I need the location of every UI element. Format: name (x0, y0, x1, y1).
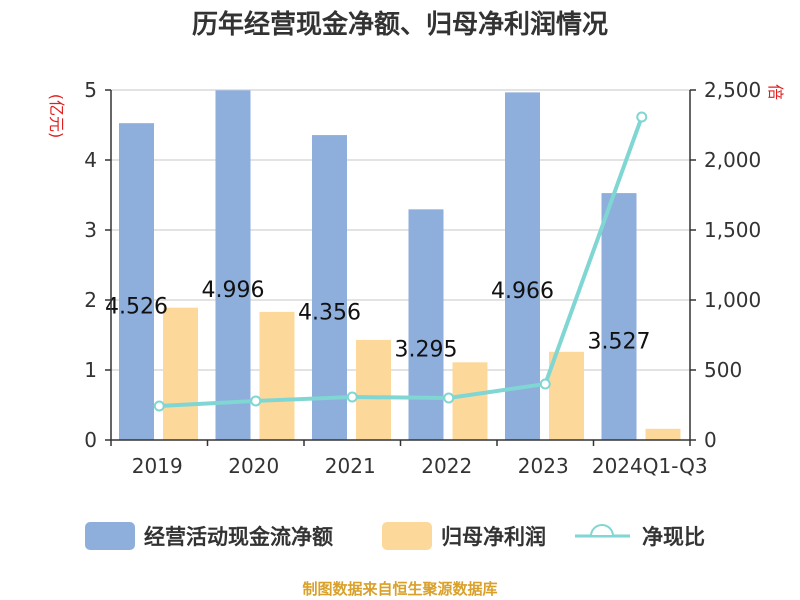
data-label: 4.526 (105, 295, 168, 320)
svg-text:倍: 倍 (766, 84, 785, 100)
right-tick-label: 2,000 (704, 148, 761, 172)
bar-series (119, 90, 681, 441)
line-marker (636, 111, 648, 123)
bar-net-profit (549, 351, 584, 440)
right-tick-label: 500 (704, 358, 742, 382)
legend-item-operating-cashflow[interactable]: 经营活动现金流净额 (85, 522, 333, 550)
bar-operating-cashflow (215, 90, 251, 440)
bar-operating-cashflow (312, 135, 347, 440)
svg-text:归母净利润: 归母净利润 (441, 525, 546, 549)
bar-net-profit (645, 428, 681, 440)
right-tick-label: 1,500 (704, 218, 761, 242)
data-label: 4.356 (298, 301, 361, 326)
svg-text:(亿元): (亿元) (47, 94, 66, 139)
x-tick-label: 2021 (325, 454, 376, 478)
left-tick-label: 5 (84, 78, 97, 102)
x-tick-label: 2020 (228, 454, 279, 478)
right-tick-label: 2,500 (704, 78, 761, 102)
data-label: 4.966 (491, 279, 554, 304)
chart-title: 历年经营现金净额、归母净利润情况 (192, 9, 608, 40)
legend-item-cash-ratio[interactable]: 净现比 (575, 524, 705, 549)
line-marker (250, 395, 262, 407)
legend-swatch-orange (382, 522, 432, 550)
left-tick-label: 3 (84, 218, 97, 242)
left-axis-unit: (亿元) (47, 94, 66, 139)
svg-text:净现比: 净现比 (642, 525, 705, 549)
legend-item-net-profit[interactable]: 归母净利润 (382, 522, 546, 550)
x-tick-label: 2019 (132, 454, 183, 478)
line-marker (539, 378, 551, 390)
right-tick-label: 1,000 (704, 288, 761, 312)
x-tick-label: 2023 (518, 454, 569, 478)
bar-operating-cashflow (601, 193, 637, 440)
data-label: 3.295 (395, 338, 458, 363)
legend-marker-icon (589, 524, 615, 537)
bar-operating-cashflow (505, 92, 540, 440)
x-axis-ticks: 2019 2020 2021 2022 2023 2024Q1-Q3 (110, 440, 708, 478)
legend: 经营活动现金流净额 归母净利润 净现比 (85, 522, 705, 550)
left-tick-label: 1 (84, 358, 97, 382)
data-label: 3.527 (588, 330, 651, 355)
line-marker (346, 391, 358, 403)
svg-text:经营活动现金流净额: 经营活动现金流净额 (144, 525, 333, 549)
right-tick-label: 0 (704, 428, 717, 452)
bar-net-profit (259, 311, 295, 440)
x-tick-label: 2022 (421, 454, 472, 478)
legend-swatch-blue (85, 522, 135, 550)
right-axis-unit: 倍 (766, 84, 785, 100)
data-label: 4.996 (202, 278, 265, 303)
bar-net-profit (163, 307, 198, 440)
data-labels: 4.526 4.996 4.356 3.295 4.966 3.527 (105, 278, 650, 363)
bar-net-profit (452, 362, 488, 440)
line-series (153, 111, 648, 412)
left-tick-label: 4 (84, 148, 97, 172)
line-marker (153, 400, 165, 412)
data-source-footer: 制图数据来自恒生聚源数据库 (302, 580, 497, 598)
left-tick-label: 0 (84, 428, 97, 452)
bar-operating-cashflow (119, 123, 154, 441)
gridlines (111, 89, 690, 371)
bar-net-profit (356, 339, 391, 440)
left-axis-ticks: 0 1 2 3 4 5 (84, 78, 111, 452)
bar-operating-cashflow (408, 209, 444, 440)
line-marker (443, 392, 455, 404)
cash-ratio-line (159, 116, 644, 408)
left-tick-label: 2 (84, 288, 97, 312)
x-tick-label: 2024Q1-Q3 (592, 454, 708, 478)
right-axis-ticks: 0 500 1,000 1,500 2,000 2,500 (690, 78, 761, 452)
